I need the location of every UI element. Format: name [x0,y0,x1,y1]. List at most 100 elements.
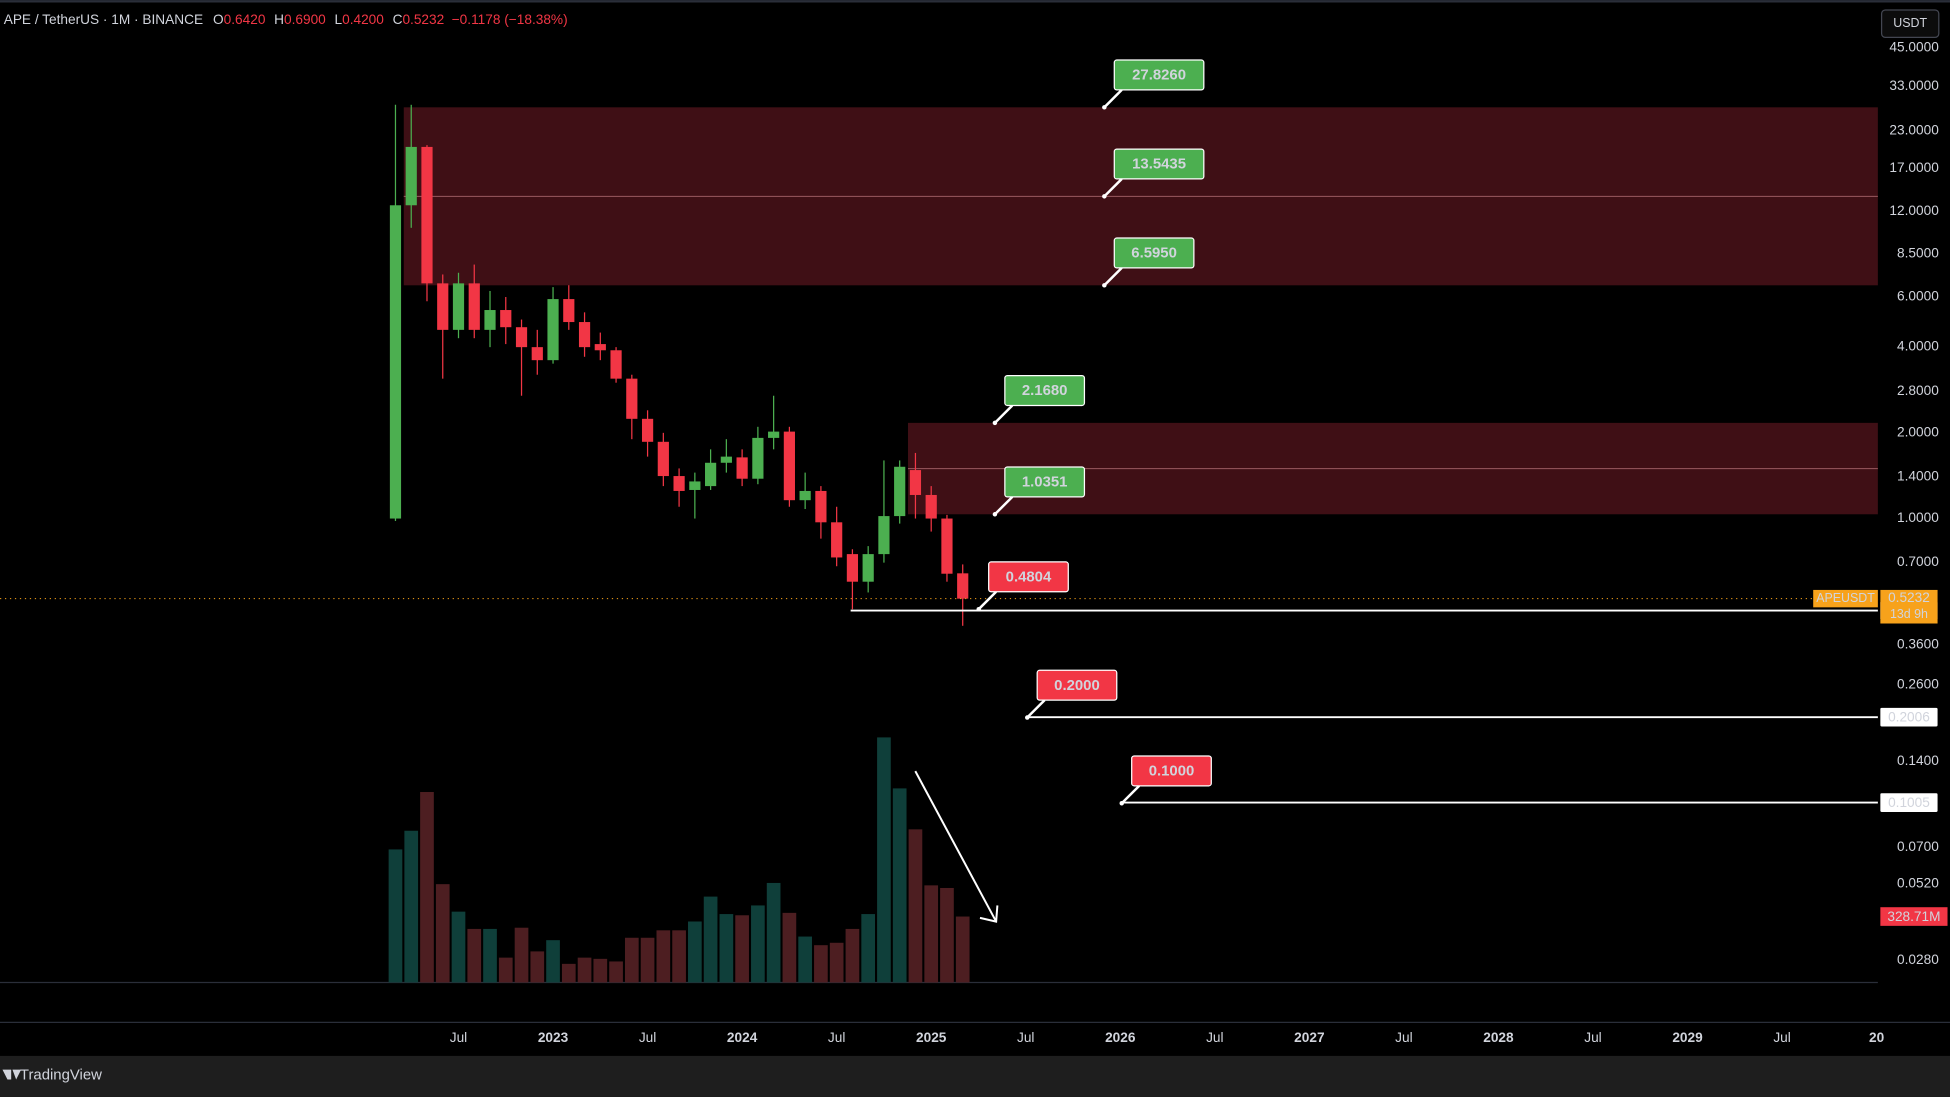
volume-bar [955,916,970,983]
candle-body [641,418,654,442]
candle-body [862,554,874,582]
volume-bar [467,928,482,983]
candle-body [626,378,638,419]
volume-bar [688,921,702,983]
arrow-head [979,905,999,923]
ohlc-value: 0.4200 [342,12,384,27]
level-axis-box [1880,793,1938,812]
candle-body [578,322,591,348]
level-axis-box [1880,707,1938,727]
callout-box [988,561,1069,593]
candle-body [689,481,701,490]
candle-body [468,283,480,330]
callout-pointer [994,404,1014,424]
volume-bar [577,957,592,983]
volume-bar [845,928,860,983]
volume-bar [388,849,403,983]
volume-label: 328.71M [1887,909,1940,924]
volume-bar [514,927,529,983]
y-tick-label: 2.8000 [1897,383,1939,398]
x-tick-label: 2028 [1483,1030,1514,1045]
candle-body [421,146,433,284]
volume-bar [451,911,466,983]
volume-bar [940,887,954,983]
candle-body [799,490,811,501]
volume-label-box [1880,907,1948,926]
callout-label: 27.8260 [1132,67,1186,84]
volume-bar [624,937,639,983]
volume-bar [546,940,560,983]
y-tick-label: 33.0000 [1889,78,1939,93]
volume-bar [703,896,718,983]
callout-label: 13.5435 [1132,156,1186,173]
candle-body [909,470,922,495]
y-tick-label: 0.7000 [1897,554,1939,569]
volume-bar [530,951,545,983]
ohlc-key: L [334,12,342,27]
ohlc-key: C [393,12,403,27]
ohlc-key: O [213,12,224,27]
y-tick-label: 12.0000 [1889,203,1939,218]
callout-tip [976,606,981,612]
ohlc-key: H [274,12,284,27]
volume-bar [766,882,781,983]
candle-body [752,437,764,479]
volume-bar [782,912,797,983]
candle-body [941,518,953,574]
volume-bar [877,737,891,983]
volume-bar [892,788,907,983]
callout-box [1131,755,1212,787]
candle-body [673,476,685,491]
volume-bar [751,905,765,983]
price-change: −0.1178 (−18.38%) [452,12,568,27]
candle-body [452,283,465,330]
callout-tip [1024,715,1030,720]
volume-bar [483,928,497,983]
y-tick-label: 45.0000 [1889,39,1939,54]
candle-body [531,347,543,361]
callout-box [1113,59,1205,91]
volume-trend-arrow [914,770,999,923]
y-tick-label: 0.2600 [1897,677,1939,692]
volume-bar [829,942,844,983]
y-tick-label: 6.0000 [1897,289,1939,304]
volume-bar [561,963,576,983]
x-tick-label: Jul [1395,1030,1412,1045]
x-tick-label: Jul [450,1030,467,1045]
currency-box[interactable] [1880,9,1940,38]
candle-body [594,344,606,351]
candle-body [768,431,780,438]
candle-body [736,457,748,479]
ohlc-value: 0.6900 [284,12,326,27]
callout-pointer [977,590,998,611]
candle-body [846,554,859,582]
x-tick-label: Jul [1206,1030,1223,1045]
x-tick-label: 2025 [916,1030,947,1045]
candle-body [815,490,827,523]
callout-box [1004,466,1086,498]
y-tick-label: 4.0000 [1897,339,1939,354]
volume-bar [609,961,623,983]
currency[interactable]: USDT [1893,16,1927,30]
volume-bar [672,930,686,983]
candle-body [515,327,528,348]
volume-bar [640,937,655,983]
callout-tip [1119,800,1124,806]
footer-brand[interactable]: TradingView [20,1067,102,1084]
price-label: 0.5232 [1888,590,1930,605]
volume-bar [420,792,434,983]
callout-tip [992,420,998,426]
price-symbol: APEUSDT [1816,591,1875,605]
candle-body [500,310,512,328]
x-tick-label: Jul [639,1030,656,1045]
volume-bar [861,914,876,983]
callout-pointer [1103,89,1123,109]
logo-icon [2,1069,22,1080]
y-tick-label: 0.0700 [1897,839,1939,854]
volume-bar [435,884,450,983]
callout-box [1113,148,1205,180]
level-axis-label: 0.2006 [1888,709,1930,724]
candle-body [405,146,417,206]
x-tick-label: Jul [1584,1030,1601,1045]
